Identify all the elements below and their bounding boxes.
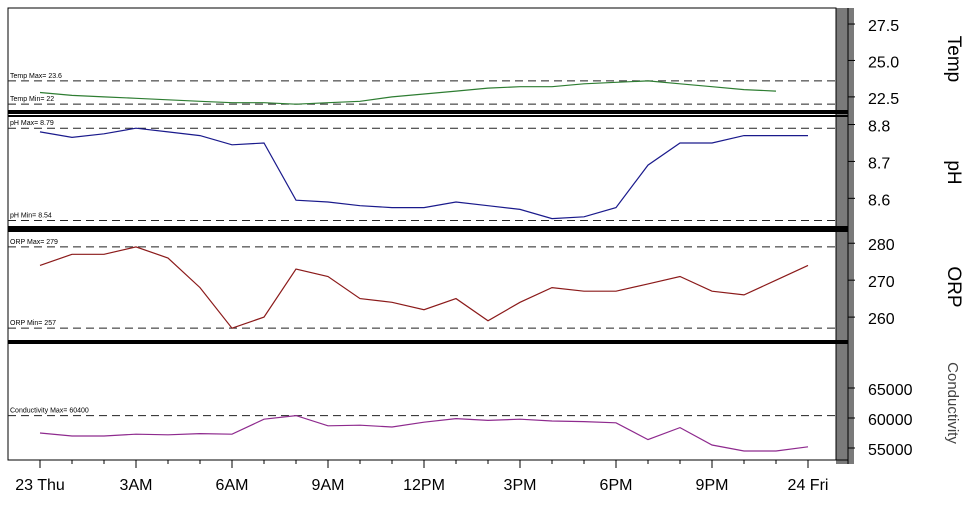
y-tick-label: 60000 (868, 412, 913, 429)
panel-conductivity: 65000 60000 55000 Conductivity Max= 60400 Co… (8, 362, 961, 459)
panel-temp: 27.5 25.0 22.5 Temp Max= 23.6 Temp Min= 22 Te… (8, 18, 964, 108)
x-tick-label: 24 Fri (788, 477, 829, 494)
min-label: pH Min= 8.54 (10, 212, 52, 219)
x-tick-label: 6PM (600, 477, 633, 494)
panel-divider (8, 110, 848, 114)
series-line-ph (39, 127, 808, 220)
max-label: Conductivity Max= 60400 (10, 408, 89, 415)
axis-shadow (836, 8, 854, 464)
y-tick-label: 55000 (868, 442, 913, 459)
chart-panels: 27.5 25.0 22.5 Temp Max= 23.6 Temp Min= 22 Te… (8, 18, 964, 459)
max-label: pH Max= 8.79 (10, 120, 54, 127)
panel-divider-inner (8, 115, 848, 117)
max-label: Temp Max= 23.6 (10, 73, 62, 80)
max-label: ORP Max= 279 (10, 239, 58, 246)
panel-label-orp: ORP (943, 266, 964, 307)
y-tick-label: 270 (868, 274, 895, 291)
series-line-temp (39, 80, 777, 105)
x-tick-label: 9PM (696, 477, 729, 494)
panel-label-temp: Temp (943, 36, 964, 82)
panel-divider-inner (8, 342, 848, 344)
x-tick-label: 9AM (312, 477, 345, 494)
y-tick-label: 25.0 (868, 54, 899, 71)
y-tick-label: 27.5 (868, 18, 899, 35)
x-axis: 23 Thu 3AM 6AM 9AM 12PM 3PM 6PM 9PM 24 Fri (8, 459, 848, 494)
y-tick-label: 8.8 (868, 119, 890, 136)
x-tick-label: 3AM (120, 477, 153, 494)
x-tick-label: 23 Thu (15, 477, 65, 494)
panel-ph: 8.8 8.7 8.6 pH Max= 8.79 pH Min= 8.54 pH (8, 119, 964, 221)
y-tick-label: 260 (868, 311, 895, 328)
series-line-orp (39, 246, 809, 329)
plot-area (7, 7, 837, 461)
series-line-conductivity (39, 414, 809, 452)
x-tick-label: 3PM (504, 477, 537, 494)
panel-orp: 280 270 260 ORP Max= 279 ORP Min= 257 ORP (8, 237, 964, 329)
panel-divider-inner (8, 230, 848, 232)
min-label: ORP Min= 257 (10, 320, 56, 327)
y-tick-label: 65000 (868, 382, 913, 399)
min-label: Temp Min= 22 (10, 96, 54, 103)
y-tick-label: 8.6 (868, 192, 890, 209)
x-tick-label: 12PM (403, 477, 445, 494)
y-tick-label: 22.5 (868, 91, 899, 108)
panel-label-ph: pH (943, 160, 964, 184)
panel-divider (8, 226, 848, 230)
y-tick-label: 280 (868, 237, 895, 254)
chart-frame (7, 7, 854, 464)
panel-label-conductivity: Conductivity (944, 362, 961, 444)
x-tick-label: 6AM (216, 477, 249, 494)
y-tick-label: 8.7 (868, 155, 890, 172)
